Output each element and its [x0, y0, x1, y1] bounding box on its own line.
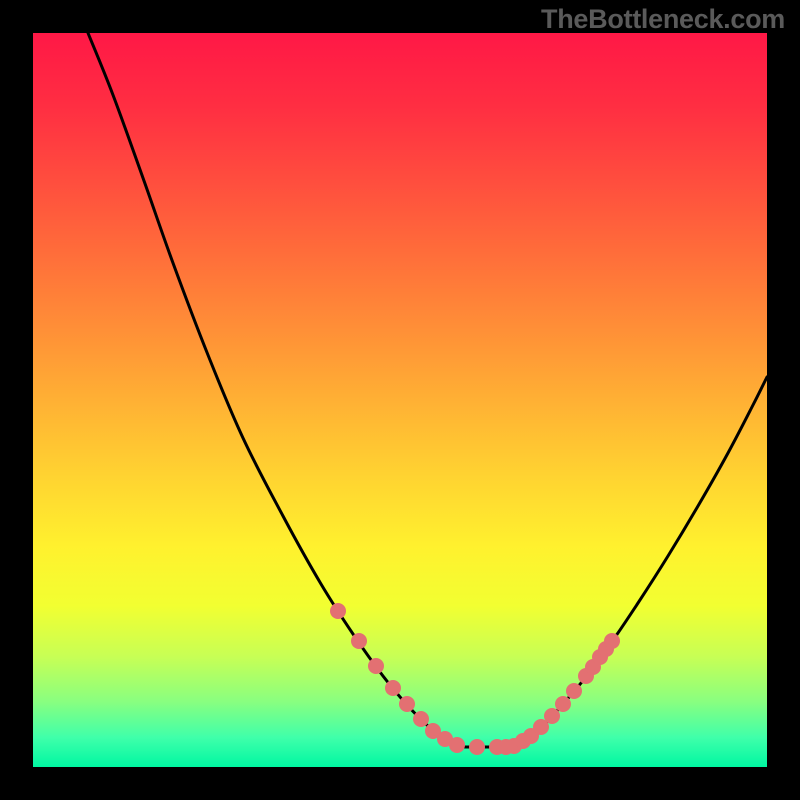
- bottleneck-curve: [33, 33, 767, 767]
- data-marker: [604, 633, 620, 649]
- outer-frame: TheBottleneck.com: [0, 0, 800, 800]
- data-marker: [385, 680, 401, 696]
- data-marker: [544, 708, 560, 724]
- data-marker: [368, 658, 384, 674]
- data-marker: [399, 696, 415, 712]
- plot-area: [33, 33, 767, 767]
- data-marker: [413, 711, 429, 727]
- watermark-text: TheBottleneck.com: [541, 4, 785, 35]
- data-marker: [555, 696, 571, 712]
- data-marker: [449, 737, 465, 753]
- data-markers: [330, 603, 620, 755]
- data-marker: [469, 739, 485, 755]
- data-marker: [566, 683, 582, 699]
- data-marker: [351, 633, 367, 649]
- data-marker: [330, 603, 346, 619]
